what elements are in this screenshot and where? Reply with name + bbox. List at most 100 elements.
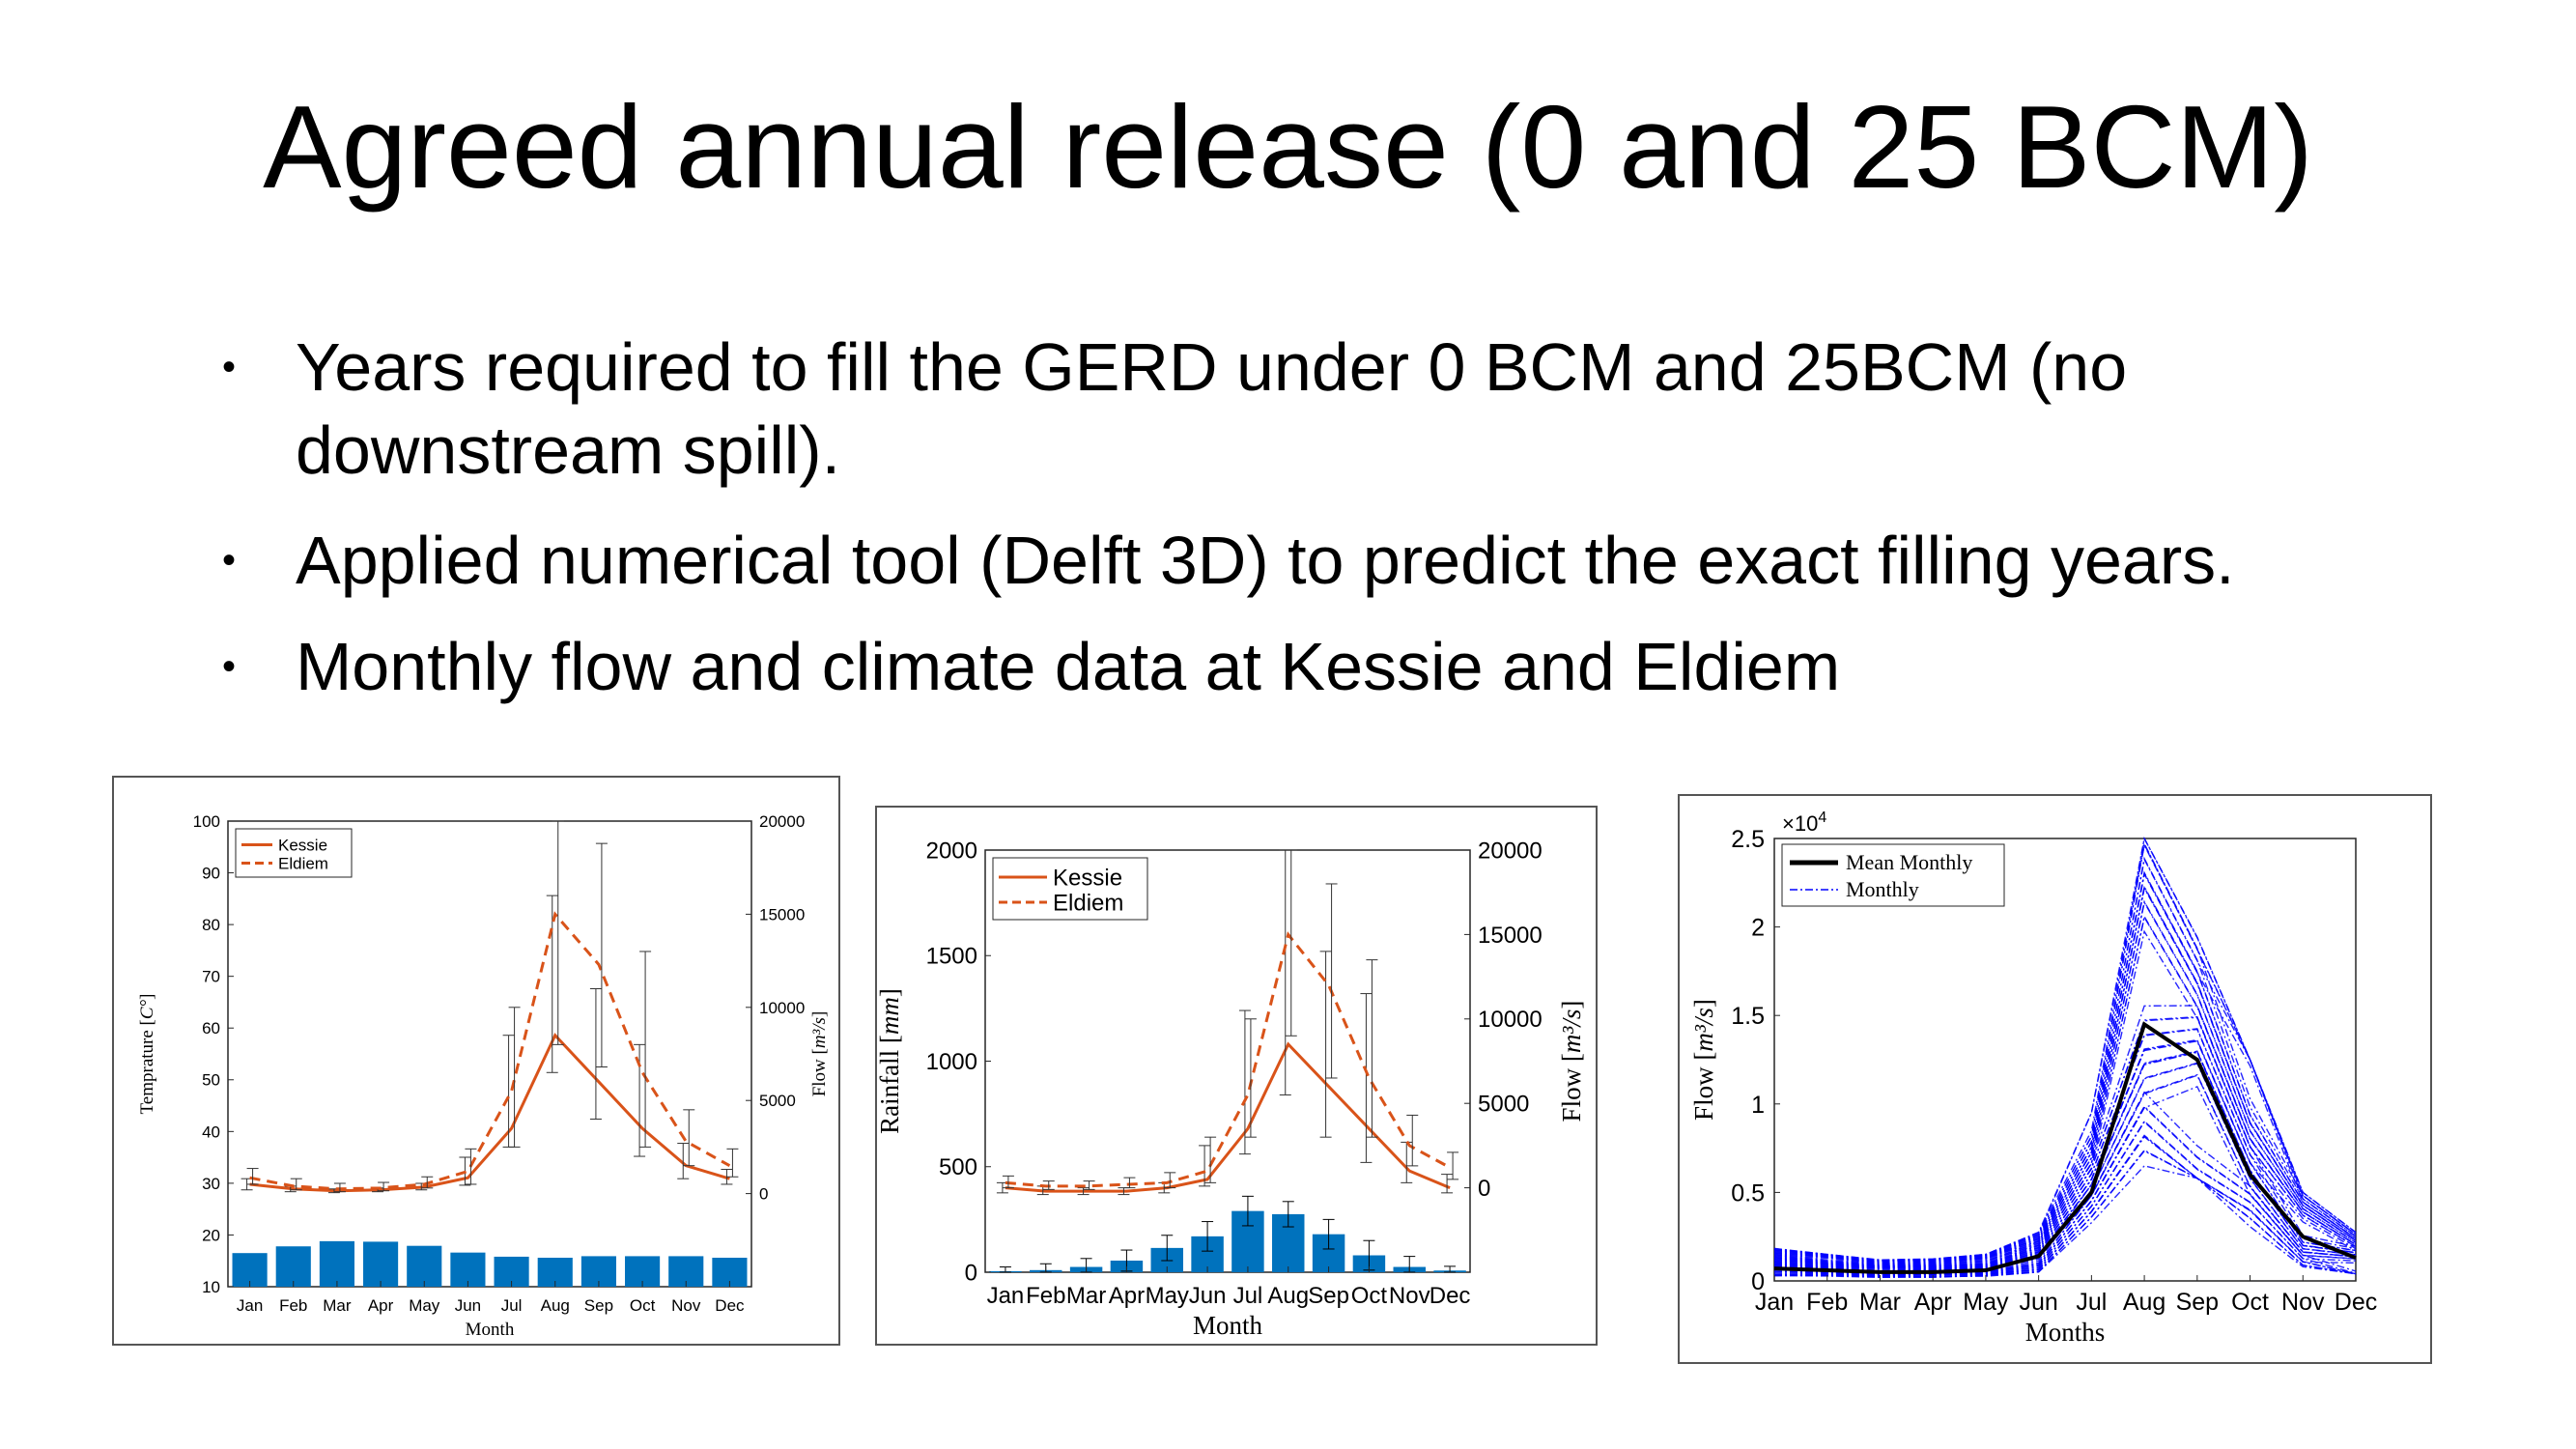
slide-title: Agreed annual release (0 and 25 BCM) <box>263 81 2313 213</box>
bullet-marker: • <box>222 539 237 582</box>
y2-tick-label: 10000 <box>1478 1007 1543 1033</box>
x-tick-label: May <box>1963 1289 2009 1316</box>
x-axis-label: Months <box>2025 1318 2106 1347</box>
rainfall-flow-chart: 0 500 1000 1500 2000 0 5000 10000 15000 20000 Jan F… <box>875 806 1598 1346</box>
y-tick-label: 0 <box>965 1260 977 1286</box>
temperature-flow-chart: 10 20 30 40 50 60 70 80 90 100 0 5000 10000 15000 2000… <box>112 776 840 1346</box>
y2-tick-label: 15000 <box>759 905 805 923</box>
monthly-series-line <box>1773 899 2357 1265</box>
x-tick-label: May <box>409 1296 440 1315</box>
bullet-list: • Years required to fill the GERD under … <box>222 329 2235 704</box>
legend-label-mean-monthly: Mean Monthly <box>1846 850 1972 874</box>
bar <box>319 1240 354 1287</box>
y-tick-label: 2000 <box>926 838 977 864</box>
bullet-3: Monthly flow and climate data at Kessie … <box>296 629 1841 704</box>
x-tick-label: Jun <box>1189 1283 1227 1309</box>
x-tick-label: Dec <box>2335 1289 2377 1316</box>
y-tick-label: 1000 <box>926 1049 977 1075</box>
y-tick-label: 50 <box>202 1071 220 1090</box>
monthly-series-line <box>1773 1028 2357 1268</box>
x-tick-label: Dec <box>1430 1283 1471 1309</box>
y-tick-label: 2 <box>1751 915 1765 942</box>
x-tick-label: Apr <box>1914 1289 1952 1316</box>
monthly-series-line <box>1773 1015 2357 1268</box>
x-axis-label: Month <box>1193 1311 1263 1340</box>
x-tick-label: Mar <box>323 1296 352 1315</box>
y-tick-label: 30 <box>202 1175 220 1193</box>
y-tick-label: 20 <box>202 1226 220 1244</box>
x-tick-label: Jun <box>2019 1289 2057 1316</box>
legend-label-kessie: Kessie <box>1053 865 1122 891</box>
bullet-marker: • <box>222 346 237 388</box>
y-tick-label: 40 <box>202 1122 220 1141</box>
x-tick-label: Oct <box>2231 1289 2269 1316</box>
y-tick-label: 70 <box>202 968 220 986</box>
x-tick-label: Sep <box>2176 1289 2219 1316</box>
monthly-series-line <box>1773 1149 2357 1279</box>
x-tick-label: Dec <box>715 1296 745 1315</box>
mean-monthly-line <box>1773 1021 2357 1274</box>
series-line-eldiem <box>1005 931 1451 1188</box>
x-tick-label: Mar <box>1859 1289 1901 1316</box>
plot-area <box>227 820 752 1288</box>
x-tick-label: Sep <box>1308 1283 1349 1309</box>
x-tick-label: Feb <box>1026 1283 1065 1309</box>
y2-tick-label: 10000 <box>759 999 805 1017</box>
bullet-marker: • <box>222 645 237 688</box>
monthly-series-line <box>1773 1134 2357 1278</box>
y-tick-label: 2.5 <box>1731 826 1765 853</box>
x-tick-label: Jul <box>501 1296 523 1315</box>
y2-tick-label: 0 <box>1478 1176 1490 1202</box>
x-tick-label: Aug <box>2123 1289 2166 1316</box>
y-tick-label: 60 <box>202 1019 220 1037</box>
series-line-kessie <box>249 1033 730 1193</box>
y-tick-label: 100 <box>193 812 220 831</box>
x-tick-label: Mar <box>1066 1283 1106 1309</box>
legend-label-eldiem: Eldiem <box>1053 890 1123 916</box>
legend-box <box>1781 843 2005 907</box>
monthly-series-line <box>1773 1105 2357 1276</box>
y2-tick-label: 5000 <box>1478 1092 1529 1118</box>
y-tick-label: 1500 <box>926 944 977 970</box>
x-tick-label: Oct <box>630 1296 656 1315</box>
monthly-flow-chart-svg: 0 0.5 1 1.5 2 2.5 ×104 Jan Feb Mar Apr May Jun Jul Aug… <box>1689 810 2377 1347</box>
y2-axis-label: Flow [m³/s] <box>1557 1001 1586 1122</box>
y-tick-label: 0 <box>1751 1268 1765 1295</box>
y-axis-label: Temprature [C°] <box>137 994 157 1115</box>
y-tick-label: 0.5 <box>1731 1179 1765 1207</box>
y-axis-label: Flow [m³/s] <box>1689 999 1718 1121</box>
plot-area <box>984 849 1471 1273</box>
y2-tick-label: 0 <box>759 1185 768 1204</box>
monthly-series-line <box>1773 1005 2357 1267</box>
y2-tick-label: 15000 <box>1478 923 1543 949</box>
y-tick-label: 1 <box>1751 1092 1765 1119</box>
y2-axis-label: Flow [m³/s] <box>809 1011 830 1097</box>
monthly-series-line <box>1773 870 2357 1264</box>
legend-box <box>235 828 353 878</box>
legend-box <box>992 857 1148 921</box>
monthly-series-line <box>1773 885 2357 1265</box>
monthly-series-line <box>1773 856 2357 1264</box>
x-tick-label: Jul <box>1233 1283 1263 1309</box>
legend-label-kessie: Kessie <box>278 836 327 854</box>
monthly-series-line <box>1773 1120 2357 1276</box>
x-tick-label: Apr <box>368 1296 394 1315</box>
y-tick-label: 1.5 <box>1731 1003 1765 1030</box>
y-tick-label: 90 <box>202 865 220 883</box>
x-tick-label: Feb <box>279 1296 307 1315</box>
bar <box>275 1246 311 1287</box>
y-tick-label: 500 <box>939 1154 977 1180</box>
monthly-flow-chart: 0 0.5 1 1.5 2 2.5 ×104 Jan Feb Mar Apr May Jun Jul Aug… <box>1678 794 2432 1364</box>
x-tick-label: Jun <box>455 1296 481 1315</box>
x-tick-label: Jul <box>2076 1289 2107 1316</box>
x-tick-label: Apr <box>1109 1283 1145 1309</box>
series-line-eldiem <box>249 911 731 1191</box>
series-line-kessie <box>1005 1041 1451 1193</box>
bullet-2: Applied numerical tool (Delft 3D) to pre… <box>296 523 2235 598</box>
y-tick-label: 10 <box>202 1278 220 1296</box>
x-tick-label: Oct <box>1351 1283 1388 1309</box>
x-tick-label: Jan <box>1755 1289 1794 1316</box>
x-axis-label: Month <box>466 1320 515 1340</box>
x-tick-label: May <box>1146 1283 1189 1309</box>
